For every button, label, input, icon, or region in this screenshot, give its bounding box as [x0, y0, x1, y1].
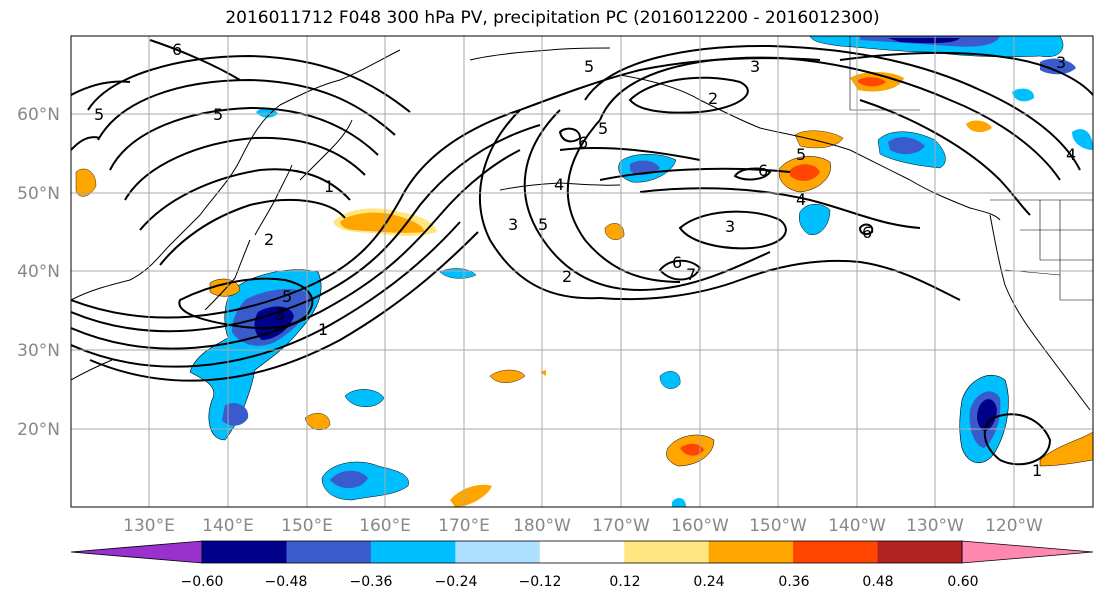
- lon-label: 180°W: [513, 516, 571, 536]
- colorbar-tick: −0.36: [350, 574, 393, 590]
- contour-label-3: 3: [275, 305, 285, 324]
- contour-label-1: 1: [1032, 461, 1042, 480]
- graticule: [71, 36, 1093, 507]
- lat-label: 30°N: [17, 341, 60, 361]
- lat-label: 60°N: [17, 105, 60, 125]
- contour-label-5: 5: [538, 215, 548, 234]
- lon-label: 160°E: [359, 516, 411, 536]
- contour-label-7: 7: [686, 265, 696, 284]
- lon-label: 130°W: [906, 516, 964, 536]
- contour-label-2: 2: [708, 89, 718, 108]
- contour-label-3: 3: [750, 57, 760, 76]
- colorbar-tick: −0.12: [519, 574, 562, 590]
- contour-label-5: 5: [796, 145, 806, 164]
- contour-label-3: 3: [725, 217, 735, 236]
- lon-label: 170°E: [438, 516, 490, 536]
- lon-labels: 130°E 140°E 150°E 160°E 170°E 180°W 170°…: [123, 516, 1043, 536]
- contour-label-5: 5: [598, 119, 608, 138]
- lon-label: 150°W: [749, 516, 807, 536]
- coastlines: [71, 47, 1091, 411]
- contour-label-6: 6: [578, 133, 588, 152]
- contour-label-5: 5: [213, 105, 223, 124]
- lon-label: 140°E: [202, 516, 254, 536]
- lat-labels: 60°N 50°N 40°N 30°N 20°N: [17, 105, 60, 440]
- contour-label-6: 6: [758, 161, 768, 180]
- contour-labels: 6 5 5 1 2 5 3 5 4 2 3 3 2 6 6 5 4 6 3 7 …: [94, 40, 1076, 480]
- colorbar-segment: [708, 541, 794, 563]
- colorbar-segment: [202, 541, 287, 563]
- contour-label-4: 4: [796, 190, 806, 209]
- contour-label-5: 5: [94, 105, 104, 124]
- contour-label-4: 4: [1066, 145, 1076, 164]
- colorbar-segment: [286, 541, 372, 563]
- colorbar-ticks: −0.60 −0.48 −0.36 −0.24 −0.12 0.12 0.24 …: [181, 574, 979, 590]
- lon-label: 170°W: [592, 516, 650, 536]
- contour-label-6: 6: [672, 253, 682, 272]
- map-title: 2016011712 F048 300 hPa PV, precipitatio…: [225, 8, 880, 28]
- contour-label-3: 3: [1056, 53, 1066, 72]
- contour-label-1: 1: [318, 320, 328, 339]
- contour-label-5: 5: [584, 57, 594, 76]
- lat-label: 40°N: [17, 262, 60, 282]
- contour-label-4: 4: [554, 175, 564, 194]
- colorbar-tick: −0.24: [435, 574, 478, 590]
- lon-label: 120°W: [985, 516, 1043, 536]
- colorbar-tick: 0.12: [609, 574, 640, 590]
- contour-label-2: 2: [562, 267, 572, 286]
- colorbar-segment: [455, 541, 541, 563]
- contour-label-1: 1: [324, 177, 334, 196]
- contour-label-6: 6: [862, 223, 872, 242]
- colorbar-tick: −0.60: [181, 574, 224, 590]
- colorbar-segment: [539, 541, 625, 563]
- colorbar-segment: [877, 541, 963, 563]
- colorbar-extend-low: [70, 540, 203, 564]
- contour-label-3: 3: [508, 215, 518, 234]
- colorbar-tick: −0.48: [265, 574, 308, 590]
- lat-label: 50°N: [17, 184, 60, 204]
- lon-label: 140°W: [828, 516, 886, 536]
- contour-label-6: 6: [172, 40, 182, 59]
- contour-label-5: 5: [282, 287, 292, 306]
- contour-label-2: 2: [264, 230, 274, 249]
- colorbar-tick: 0.36: [778, 574, 809, 590]
- colorbar-tick: 0.24: [693, 574, 724, 590]
- colorbar-segment: [370, 541, 456, 563]
- colorbar-segment: [793, 541, 879, 563]
- colorbar-extend-high: [961, 540, 1094, 564]
- colorbar: [70, 540, 1094, 564]
- pv-contours: [71, 39, 1093, 466]
- lat-label: 20°N: [17, 420, 60, 440]
- lon-label: 150°E: [281, 516, 333, 536]
- lon-label: 130°E: [123, 516, 175, 536]
- colorbar-tick: 0.48: [862, 574, 893, 590]
- colorbar-tick: 0.60: [947, 574, 978, 590]
- lon-label: 160°W: [671, 516, 729, 536]
- plot-frame: [70, 35, 1094, 508]
- colorbar-segment: [624, 541, 710, 563]
- colorbar-frame: [201, 540, 963, 564]
